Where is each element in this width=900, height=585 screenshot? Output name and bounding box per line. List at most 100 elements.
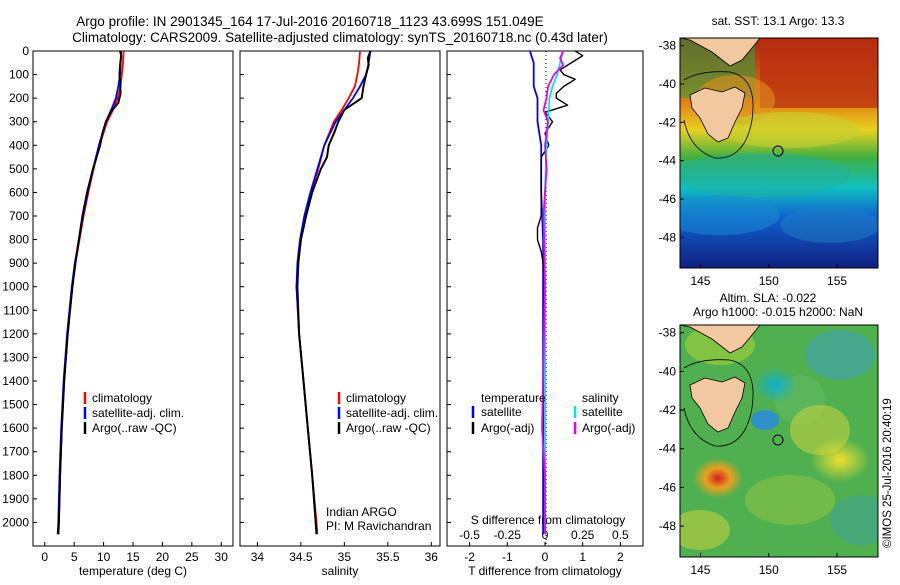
legend-label-t-satellite: satellite — [481, 405, 522, 419]
depth-tick-label: 500 — [9, 162, 29, 176]
x2-tick-label: 0.5 — [612, 528, 629, 542]
sla-map-title-1: Altim. SLA: -0.022 — [720, 291, 817, 305]
x-tick-label: 5 — [71, 550, 78, 564]
difference-legend: temperature salinity satellite Argo(-adj… — [471, 391, 635, 435]
series-line-argo — [296, 50, 372, 535]
series-line-argo — [57, 50, 123, 535]
x-tick-label: 34 — [251, 550, 265, 564]
x2-tick-label: 0 — [542, 528, 549, 542]
lat-tick-label: -38 — [659, 39, 677, 53]
depth-tick-label: 600 — [9, 185, 29, 199]
legend-label-climatology: climatology — [92, 391, 152, 405]
depth-tick-label: 1100 — [3, 303, 29, 317]
salinity-difference-x-axis: -0.5 -0.25 0 0.25 0.5 — [459, 528, 629, 542]
legend-label-climatology: climatology — [346, 391, 406, 405]
depth-tick-label: 300 — [9, 115, 29, 129]
x-tick-label: -2 — [464, 550, 475, 564]
salinity-x-axis: 34 34.5 35 35.5 36 — [251, 542, 439, 564]
legend-label-satellite: satellite-adj. clim. — [92, 406, 184, 420]
lat-tick-label: -42 — [659, 115, 677, 129]
depth-tick-label: 1400 — [2, 374, 29, 388]
lat-tick-label: -48 — [659, 519, 677, 533]
lon-tick-label: 145 — [690, 563, 710, 577]
x2-tick-label: -0.5 — [459, 528, 480, 542]
lat-tick-label: -46 — [659, 192, 677, 206]
lon-tick-label: 155 — [827, 274, 847, 288]
t-difference-axis-label: T difference from climatology — [468, 564, 622, 578]
salinity-panel — [239, 50, 441, 547]
salinity-axis-label: salinity — [322, 564, 359, 578]
salinity-legend: climatology satellite-adj. clim. Argo(..… — [326, 391, 438, 533]
x-tick-label: 34.5 — [289, 550, 313, 564]
x-tick-label: 36 — [425, 550, 439, 564]
temperature-series — [56, 50, 125, 535]
lon-tick-label: 155 — [827, 563, 847, 577]
lat-tick-label: -44 — [659, 442, 677, 456]
argo-position-marker — [772, 434, 784, 446]
depth-tick-label: 100 — [9, 68, 29, 82]
lat-tick-label: -48 — [659, 230, 677, 244]
legend-label-s-satellite: satellite — [582, 405, 623, 419]
x2-tick-label: -0.25 — [494, 528, 522, 542]
x-tick-label: 30 — [215, 550, 229, 564]
legend-label-argo: Argo(..raw -QC) — [92, 421, 177, 435]
sla-map-title-2: Argo h1000: -0.015 h2000: NaN — [693, 305, 863, 319]
lat-tick-label: -38 — [659, 326, 677, 340]
depth-tick-label: 400 — [9, 138, 29, 152]
legend-label-s-argo: Argo(-adj) — [582, 421, 635, 435]
depth-tick-label: 1300 — [2, 350, 29, 364]
depth-tick-label: 1000 — [2, 280, 29, 294]
lat-tick-label: -46 — [659, 480, 677, 494]
pi-label: PI: M Ravichandran — [326, 519, 431, 533]
legend-label-argo: Argo(..raw -QC) — [346, 421, 431, 435]
lat-tick-label: -40 — [659, 364, 677, 378]
legend-label-t-argo: Argo(-adj) — [481, 421, 534, 435]
temperature-panel — [32, 50, 234, 547]
depth-tick-label: 0 — [22, 44, 29, 58]
x-tick-label: 1 — [579, 550, 586, 564]
depth-tick-label: 1800 — [2, 468, 29, 482]
lon-tick-label: 145 — [690, 274, 710, 288]
x2-tick-label: 0.25 — [571, 528, 595, 542]
x-tick-label: 35 — [338, 550, 352, 564]
lat-tick-label: -42 — [659, 403, 677, 417]
lon-tick-label: 150 — [759, 274, 779, 288]
sst-map-axes: -38 -40 -42 -44 -46 -48 145 150 155 — [659, 39, 848, 288]
x-tick-label: 0 — [542, 550, 549, 564]
series-line-s-argo — [541, 50, 564, 535]
series-line-climatology — [295, 50, 361, 535]
header-line-2: Climatology: CARS2009. Satellite-adjuste… — [72, 30, 608, 45]
series-line-t-satellite — [529, 50, 544, 535]
sst-map-title: sat. SST: 13.1 Argo: 13.3 — [712, 14, 845, 28]
depth-tick-label: 1500 — [2, 398, 29, 412]
x-tick-label: 20 — [156, 550, 170, 564]
lat-tick-label: -40 — [659, 77, 677, 91]
salinity-series — [295, 50, 372, 535]
sla-map — [680, 325, 878, 557]
depth-tick-label: 1200 — [2, 327, 29, 341]
x-tick-label: 25 — [185, 550, 199, 564]
x-tick-label: -1 — [502, 550, 513, 564]
temperature-legend: climatology satellite-adj. clim. Argo(..… — [83, 391, 184, 435]
provider-label: Indian ARGO — [326, 505, 397, 519]
legend-label-satellite: satellite-adj. clim. — [346, 406, 438, 420]
temperature-x-axis: 0 5 10 15 20 25 30 — [41, 542, 228, 564]
depth-tick-label: 800 — [9, 233, 29, 247]
legend-heading-temperature: temperature — [481, 391, 546, 405]
series-line-satellite — [56, 50, 123, 535]
depth-axis: 0 100 200 300 400 500 600 700 800 900 1000 1100 1200… — [2, 44, 451, 529]
header-line-1: Argo profile: IN 2901345_164 17-Jul-2016… — [76, 14, 543, 29]
depth-tick-label: 2000 — [2, 515, 29, 529]
sst-map — [680, 38, 878, 268]
temperature-axis-label: temperature (deg C) — [79, 564, 187, 578]
depth-tick-label: 900 — [9, 256, 29, 270]
x-tick-label: 0 — [41, 550, 48, 564]
sst-map-frame — [679, 37, 879, 269]
difference-x-axis: -2 -1 0 1 2 — [464, 542, 624, 564]
lat-tick-label: -44 — [659, 154, 677, 168]
argo-position-marker — [772, 145, 784, 157]
x-tick-label: 15 — [126, 550, 140, 564]
x-tick-label: 35.5 — [376, 550, 400, 564]
legend-heading-salinity: salinity — [582, 391, 619, 405]
